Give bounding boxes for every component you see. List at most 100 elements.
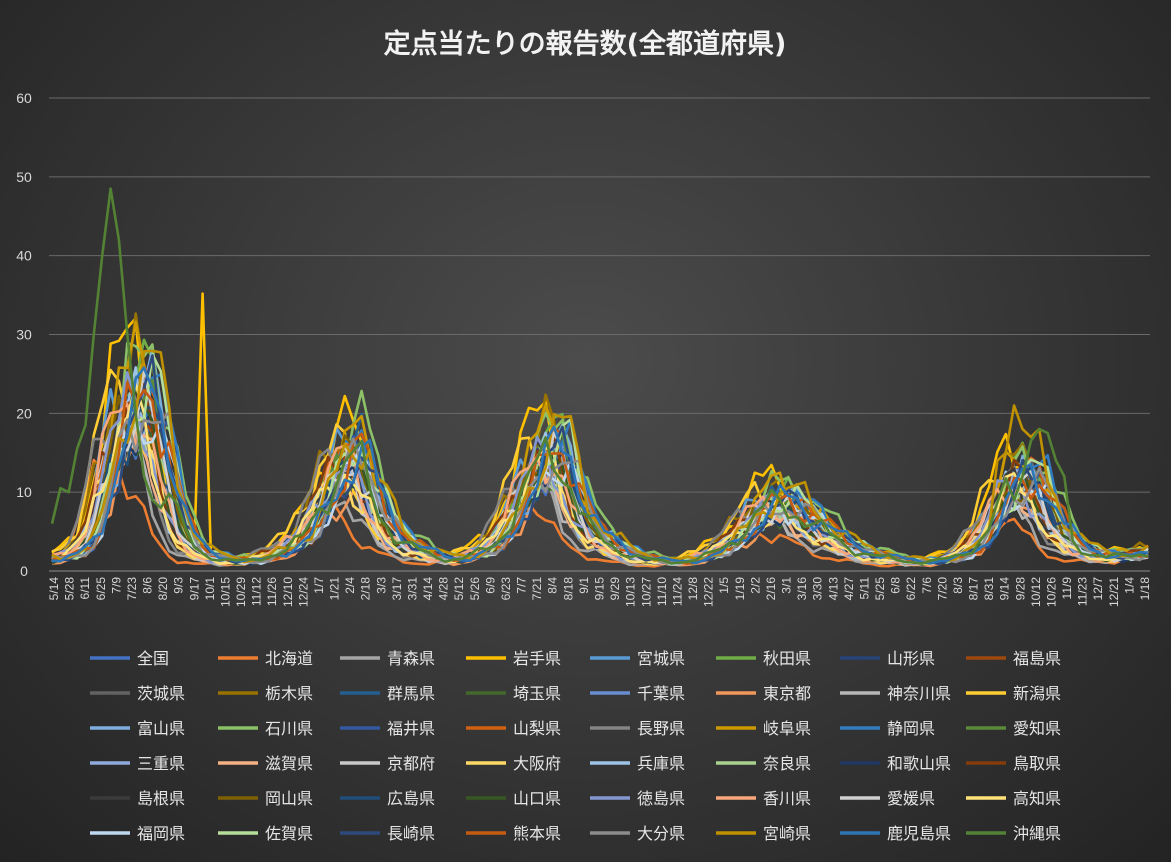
x-tick-label: 7/9 [109,577,123,594]
y-tick-label: 30 [16,327,32,343]
x-tick-label: 5/12 [452,577,466,601]
legend-label: 長野県 [637,719,685,738]
series-line-46 [51,349,1149,564]
x-tick-label: 6/22 [904,577,918,601]
legend-label: 広島県 [387,789,435,808]
legend-label: 山形県 [887,649,935,668]
x-tick-label: 10/27 [639,577,653,607]
legend-label: 全国 [137,649,169,668]
legend-label: 長崎県 [387,824,435,843]
x-axis-ticks: 5/14 5/28 6/11 6/25 7/9 7/23 8/6 8/20 9/3 9/17 10/… [47,577,1152,607]
x-tick-label: 7/21 [530,577,544,601]
legend-label: 青森県 [387,649,435,668]
x-tick-label: 11/12 [250,577,264,606]
x-tick-label: 9/29 [608,577,622,601]
x-tick-label: 5/28 [63,577,77,601]
y-tick-label: 40 [16,248,32,264]
legend-label: 山梨県 [513,719,561,738]
legend-label: 大分県 [637,824,685,843]
x-tick-label: 3/3 [374,577,388,594]
legend-label: 千葉県 [637,684,685,703]
legend-label: 富山県 [137,719,185,738]
legend-label: 三重県 [137,754,185,773]
x-tick-label: 10/26 [1044,577,1058,607]
chart-title: 定点当たりの報告数(全都道府県) [384,28,787,60]
legend-label: 神奈川県 [887,684,951,703]
x-tick-label: 10/29 [234,577,248,607]
legend-label: 宮城県 [637,649,685,668]
legend-label: 愛媛県 [887,789,935,808]
legend-label: 兵庫県 [637,754,685,773]
x-tick-label: 9/3 [172,577,186,594]
legend-label: 愛知県 [1013,719,1061,738]
x-tick-label: 4/13 [826,577,840,601]
x-tick-label: 11/10 [655,577,669,606]
legend-label: 福井県 [387,719,435,738]
x-tick-label: 9/15 [593,577,607,601]
x-tick-label: 4/14 [421,577,435,601]
legend-label: 宮崎県 [763,824,811,843]
x-tick-label: 2/16 [764,577,778,601]
legend-label: 埼玉県 [513,684,561,703]
x-tick-label: 6/8 [889,577,903,594]
x-tick-label: 9/1 [577,577,591,594]
x-tick-label: 1/4 [1122,577,1136,594]
legend-label: 東京都 [763,684,811,703]
x-tick-label: 7/23 [125,577,139,601]
x-tick-label: 1/19 [733,577,747,601]
x-tick-label: 8/4 [546,577,560,594]
x-tick-label: 8/6 [141,577,155,594]
legend-label: 佐賀県 [265,824,313,843]
x-tick-label: 8/18 [561,577,575,601]
legend-label: 滋賀県 [265,754,313,773]
legend-label: 栃木県 [265,684,313,703]
legend-label: 福岡県 [137,824,185,843]
legend-label: 秋田県 [763,649,811,668]
x-tick-label: 1/18 [1138,577,1152,601]
x-tick-label: 4/27 [842,577,856,601]
legend-label: 高知県 [1013,789,1061,808]
x-tick-label: 12/24 [296,577,310,607]
x-tick-label: 4/28 [437,577,451,601]
x-tick-label: 12/8 [686,577,700,601]
x-tick-label: 6/23 [499,577,513,601]
series-line-48 [50,187,1149,565]
x-tick-label: 7/20 [935,577,949,601]
legend-label: 香川県 [763,789,811,808]
x-tick-label: 7/7 [515,577,529,594]
x-tick-label: 1/21 [328,577,342,601]
legend-label: 静岡県 [887,719,935,738]
legend-label: 岡山県 [265,789,313,808]
x-tick-label: 2/4 [343,577,357,594]
x-tick-label: 12/22 [702,577,716,607]
legend-label: 石川県 [265,719,313,738]
x-tick-label: 11/26 [265,577,279,606]
x-tick-label: 7/6 [920,577,934,594]
legend-label: 京都府 [387,754,435,773]
x-tick-label: 10/1 [203,577,217,601]
x-tick-label: 3/17 [390,577,404,601]
x-tick-label: 6/11 [78,577,92,600]
legend-label: 大阪府 [513,754,561,773]
legend-label: 新潟県 [1013,684,1061,703]
x-tick-label: 5/14 [47,577,61,601]
x-tick-label: 12/21 [1107,577,1121,607]
x-tick-label: 8/3 [951,577,965,594]
y-tick-label: 10 [16,484,32,500]
legend-label: 岐阜県 [763,719,811,738]
legend-label: 福島県 [1013,649,1061,668]
y-tick-label: 20 [16,405,32,421]
x-tick-label: 1/7 [312,577,326,594]
legend-label: 茨城県 [137,684,185,703]
x-tick-label: 3/16 [795,577,809,601]
legend-label: 沖縄県 [1013,824,1061,843]
x-tick-label: 2/18 [359,577,373,601]
series-lines [50,187,1149,568]
x-tick-label: 3/31 [405,577,419,601]
y-tick-label: 50 [16,169,32,185]
y-tick-label: 60 [16,90,32,106]
x-tick-label: 5/26 [468,577,482,601]
legend-label: 鳥取県 [1013,754,1061,773]
y-tick-label: 0 [20,563,28,579]
x-tick-label: 9/14 [998,577,1012,601]
